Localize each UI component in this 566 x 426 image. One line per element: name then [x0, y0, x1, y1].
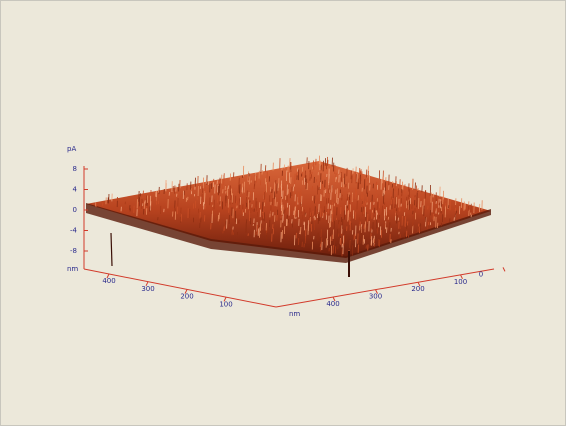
y-tick [332, 296, 336, 302]
x-axis [83, 268, 277, 308]
y-tick-label: 100 [454, 278, 467, 286]
x-tick [106, 273, 110, 279]
x-tick [145, 281, 149, 287]
x-tick [223, 297, 227, 302]
y-tick [417, 281, 421, 287]
surface-dip [110, 232, 113, 267]
surface [86, 155, 491, 277]
y-tick-label: 400 [326, 300, 339, 308]
x-tick-label: 300 [141, 285, 154, 293]
x-tick-label: 200 [180, 293, 193, 301]
x-tick-label: 400 [102, 277, 115, 285]
y-tick [460, 274, 463, 280]
surface-edge [86, 203, 491, 263]
y-unit: nm [289, 310, 300, 318]
z-tick-label: -8 [70, 247, 77, 255]
y-tick-label: 0 [479, 270, 483, 278]
y-axis [275, 268, 495, 308]
y-tick-label: 300 [369, 293, 382, 301]
z-unit: pA [67, 145, 76, 153]
z-tick-label: 4 [73, 186, 78, 194]
z-tick-label: -4 [70, 227, 78, 235]
x-unit: nm [67, 265, 78, 273]
x-tick-label: 100 [219, 300, 232, 308]
y-tick [375, 289, 378, 294]
y-tick-label: 200 [411, 285, 424, 293]
z-tick-label: 0 [73, 206, 77, 214]
x-tick [184, 289, 188, 294]
y-tick [502, 267, 506, 272]
z-tick-label: 8 [73, 165, 77, 173]
